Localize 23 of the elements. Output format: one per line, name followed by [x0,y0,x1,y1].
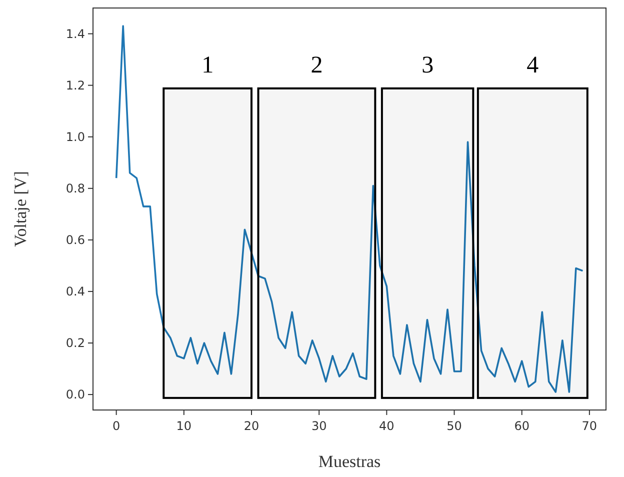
x-tick-label: 40 [379,419,394,433]
band-label: 3 [422,52,434,78]
x-tick-label: 30 [311,419,327,433]
y-tick-label: 0.8 [66,182,85,196]
x-tick-label: 60 [514,419,530,433]
x-tick-label: 20 [244,419,260,433]
x-tick-label: 70 [582,419,598,433]
y-axis-title: Voltaje [V] [11,171,30,247]
band-label: 2 [310,52,323,78]
x-axis-title: Muestras [318,452,381,471]
y-tick-label: 1.2 [66,78,85,93]
y-tick-label: 1.4 [66,26,85,41]
x-tick-label: 0 [112,419,120,433]
band-label: 1 [202,52,214,78]
x-tick-label: 10 [176,419,192,433]
y-tick-label: 0.4 [66,284,85,299]
y-tick-label: 1.0 [66,130,85,144]
x-tick-label: 50 [446,419,462,433]
y-tick-label: 0.0 [66,388,85,402]
line-series [115,25,584,393]
y-tick-label: 0.6 [66,233,85,248]
y-tick-label: 0.2 [66,336,85,350]
band-label: 4 [526,52,539,78]
